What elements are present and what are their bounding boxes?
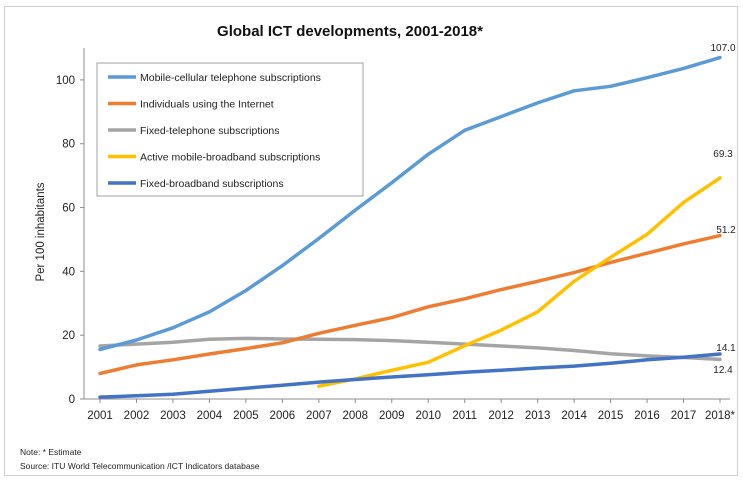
end-value-label-1: 51.2 bbox=[716, 225, 736, 236]
x-tick-label: 2006 bbox=[270, 410, 296, 422]
legend-label-1: Individuals using the Internet bbox=[140, 99, 274, 111]
x-tick-label: 2009 bbox=[379, 410, 405, 422]
source-text: Source: ITU World Telecommunication /ICT… bbox=[20, 461, 260, 471]
x-tick-label: 2013 bbox=[525, 410, 551, 422]
y-tick-label: 0 bbox=[69, 394, 75, 406]
y-ticks: 0 20 40 60 80 100 bbox=[56, 75, 84, 406]
legend-box bbox=[96, 62, 364, 197]
x-tick-label: 2014 bbox=[561, 410, 587, 422]
legend-label-3: Active mobile-broadband subscriptions bbox=[140, 152, 320, 164]
series-line-4 bbox=[98, 352, 722, 399]
end-value-label-0: 107.0 bbox=[710, 43, 735, 54]
chart-title: Global ICT developments, 2001-2018* bbox=[217, 23, 483, 40]
x-tick-label: 2015 bbox=[598, 410, 624, 422]
x-tick-label: 2012 bbox=[488, 410, 514, 422]
y-tick-label: 80 bbox=[62, 139, 75, 151]
x-tick-label: 2010 bbox=[415, 410, 441, 422]
end-value-label-4: 14.1 bbox=[716, 343, 736, 354]
legend-items: Mobile-cellular telephone subscriptions I… bbox=[108, 72, 321, 190]
x-tick-label: 2017 bbox=[671, 410, 697, 422]
x-tick-label: 2007 bbox=[306, 410, 332, 422]
y-tick-label: 40 bbox=[62, 266, 75, 278]
x-tick-label: 2003 bbox=[160, 410, 186, 422]
legend-label-2: Fixed-telephone subscriptions bbox=[140, 125, 280, 137]
legend-label-4: Fixed-broadband subscriptions bbox=[140, 178, 284, 190]
end-value-label-2: 12.4 bbox=[713, 365, 733, 376]
x-tick-label: 2005 bbox=[233, 410, 259, 422]
x-ticks: 2001 2002 2003 2004 2005 2006 2007 2008 2009 2010… bbox=[87, 399, 736, 422]
x-tick-label: 2001 bbox=[87, 410, 113, 422]
x-tick-label: 2008 bbox=[342, 410, 368, 422]
y-tick-label: 60 bbox=[62, 203, 75, 215]
legend: Mobile-cellular telephone subscriptions I… bbox=[96, 62, 364, 197]
x-tick-label: 2018* bbox=[705, 410, 736, 422]
end-labels: 107.0 51.2 12.4 69.3 14.1 bbox=[710, 43, 736, 376]
series-line-3 bbox=[317, 176, 722, 388]
y-tick-label: 20 bbox=[62, 330, 75, 342]
x-tick-label: 2004 bbox=[197, 410, 223, 422]
y-tick-label: 100 bbox=[56, 75, 75, 87]
x-tick-label: 2002 bbox=[124, 410, 150, 422]
series-line-1 bbox=[98, 233, 722, 376]
series-line-0 bbox=[98, 55, 722, 352]
legend-label-0: Mobile-cellular telephone subscriptions bbox=[140, 72, 321, 84]
axes bbox=[83, 48, 730, 400]
series-lines bbox=[98, 55, 722, 399]
note-text: Note: * Estimate bbox=[20, 447, 82, 457]
y-axis-label: Per 100 inhabitants bbox=[35, 182, 47, 281]
x-tick-label: 2016 bbox=[634, 410, 660, 422]
series-line-2 bbox=[98, 336, 722, 362]
chart-frame bbox=[4, 6, 738, 476]
x-tick-label: 2011 bbox=[452, 410, 477, 422]
end-value-label-3: 69.3 bbox=[713, 149, 733, 160]
